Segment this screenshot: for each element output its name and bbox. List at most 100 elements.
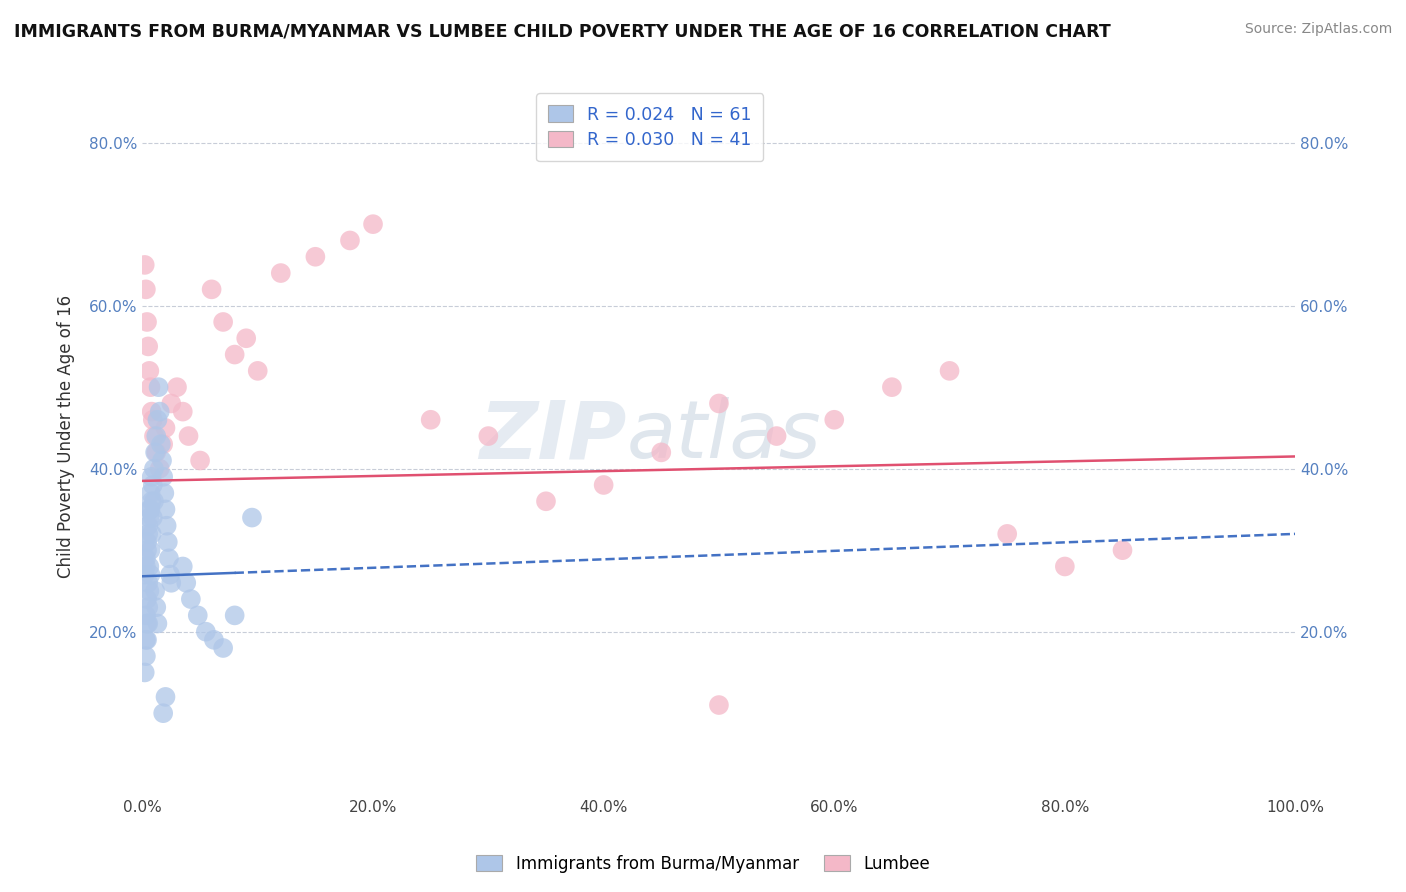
Point	[145, 600, 167, 615]
Point	[361, 217, 384, 231]
Point	[136, 527, 159, 541]
Point	[149, 437, 172, 451]
Point	[938, 364, 960, 378]
Point	[240, 510, 263, 524]
Point	[138, 364, 160, 378]
Point	[172, 404, 194, 418]
Point	[136, 616, 159, 631]
Point	[143, 583, 166, 598]
Point	[270, 266, 292, 280]
Point	[202, 632, 225, 647]
Point	[136, 543, 159, 558]
Point	[180, 592, 202, 607]
Point	[139, 567, 162, 582]
Point	[235, 331, 257, 345]
Point	[139, 380, 162, 394]
Point	[141, 494, 163, 508]
Point	[146, 616, 169, 631]
Point	[141, 404, 163, 418]
Point	[174, 575, 197, 590]
Point	[187, 608, 209, 623]
Point	[139, 486, 162, 500]
Point	[156, 535, 179, 549]
Point	[143, 461, 166, 475]
Legend: R = 0.024   N = 61, R = 0.030   N = 41: R = 0.024 N = 61, R = 0.030 N = 41	[536, 94, 763, 161]
Point	[136, 600, 159, 615]
Point	[145, 429, 167, 443]
Point	[134, 665, 156, 680]
Point	[135, 649, 157, 664]
Point	[172, 559, 194, 574]
Point	[135, 551, 157, 566]
Point	[246, 364, 269, 378]
Point	[143, 429, 166, 443]
Point	[149, 404, 172, 418]
Text: Source: ZipAtlas.com: Source: ZipAtlas.com	[1244, 22, 1392, 37]
Point	[138, 559, 160, 574]
Point	[139, 502, 162, 516]
Point	[136, 315, 159, 329]
Point	[152, 706, 174, 721]
Point	[142, 478, 165, 492]
Point	[142, 413, 165, 427]
Point	[142, 510, 165, 524]
Point	[134, 258, 156, 272]
Point	[707, 396, 730, 410]
Point	[155, 502, 177, 516]
Point	[138, 510, 160, 524]
Point	[141, 527, 163, 541]
Point	[1053, 559, 1076, 574]
Point	[177, 429, 200, 443]
Point	[135, 608, 157, 623]
Point	[650, 445, 672, 459]
Point	[304, 250, 326, 264]
Point	[148, 380, 170, 394]
Point	[194, 624, 217, 639]
Legend: Immigrants from Burma/Myanmar, Lumbee: Immigrants from Burma/Myanmar, Lumbee	[468, 848, 938, 880]
Point	[212, 640, 235, 655]
Point	[138, 502, 160, 516]
Point	[534, 494, 557, 508]
Text: ZIP: ZIP	[479, 397, 627, 475]
Point	[135, 632, 157, 647]
Point	[152, 470, 174, 484]
Point	[166, 380, 188, 394]
Point	[136, 616, 159, 631]
Point	[149, 461, 172, 475]
Point	[143, 445, 166, 459]
Point	[135, 282, 157, 296]
Point	[139, 543, 162, 558]
Point	[592, 478, 614, 492]
Point	[823, 413, 845, 427]
Point	[143, 494, 166, 508]
Point	[157, 551, 180, 566]
Text: atlas: atlas	[627, 397, 821, 475]
Point	[135, 559, 157, 574]
Point	[880, 380, 903, 394]
Point	[160, 396, 183, 410]
Point	[156, 518, 179, 533]
Point	[1111, 543, 1133, 558]
Point	[155, 690, 177, 704]
Point	[765, 429, 787, 443]
Point	[136, 592, 159, 607]
Point	[150, 453, 173, 467]
Point	[141, 470, 163, 484]
Point	[145, 445, 167, 459]
Point	[153, 486, 176, 500]
Point	[138, 583, 160, 598]
Point	[477, 429, 499, 443]
Point	[224, 347, 246, 361]
Point	[188, 453, 211, 467]
Point	[146, 413, 169, 427]
Point	[136, 575, 159, 590]
Y-axis label: Child Poverty Under the Age of 16: Child Poverty Under the Age of 16	[58, 294, 75, 578]
Text: IMMIGRANTS FROM BURMA/MYANMAR VS LUMBEE CHILD POVERTY UNDER THE AGE OF 16 CORREL: IMMIGRANTS FROM BURMA/MYANMAR VS LUMBEE …	[14, 22, 1111, 40]
Point	[155, 421, 177, 435]
Point	[339, 234, 361, 248]
Point	[995, 527, 1018, 541]
Point	[136, 518, 159, 533]
Point	[134, 567, 156, 582]
Point	[707, 698, 730, 712]
Point	[159, 567, 181, 582]
